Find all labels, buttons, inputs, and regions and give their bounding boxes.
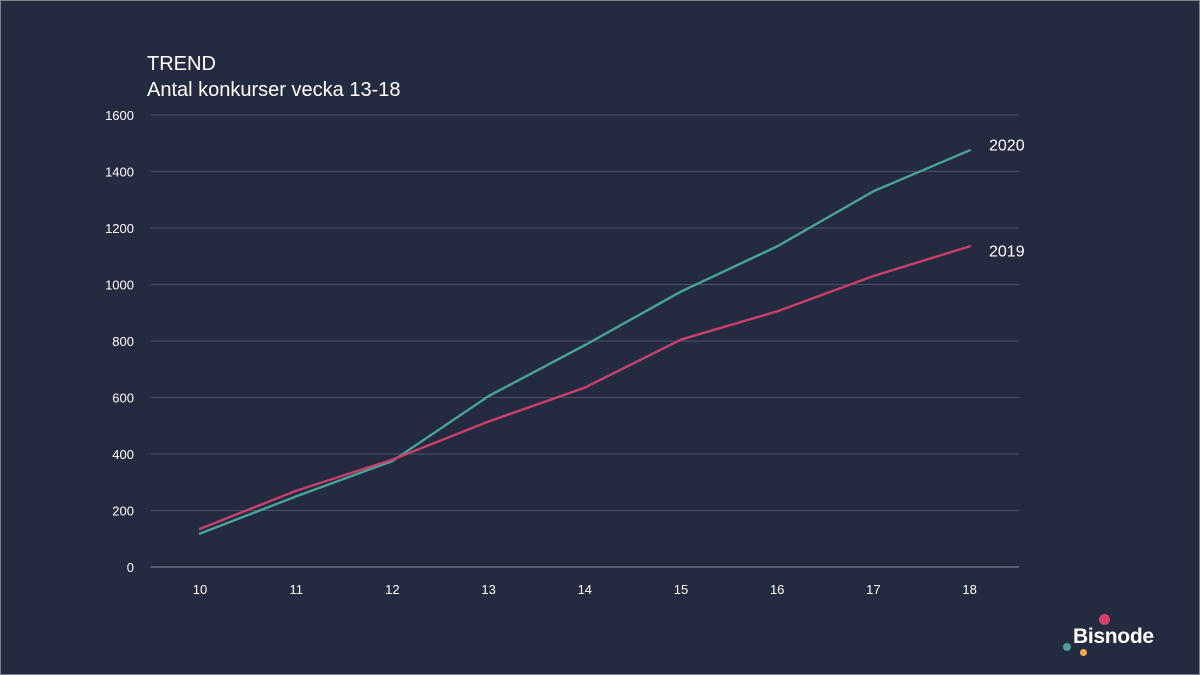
data-point-2020 — [487, 394, 490, 398]
data-point-2020 — [776, 245, 779, 248]
x-tick-label: 16 — [770, 582, 784, 597]
title-line-2: Antal konkurser vecka 13-18 — [147, 79, 401, 101]
data-point-2019 — [391, 458, 394, 461]
data-point-2020 — [583, 344, 586, 347]
logo-dot-orange — [1080, 649, 1087, 656]
bisnode-logo: Bisnode — [1059, 609, 1179, 659]
series-label-2019: 2019 — [989, 243, 1025, 260]
x-tick-label: 15 — [674, 582, 688, 597]
y-tick-label: 200 — [112, 504, 134, 519]
y-tick-label: 0 — [127, 560, 134, 575]
data-point-2019 — [487, 420, 490, 423]
series-label-2020: 2020 — [989, 137, 1025, 154]
data-point-2019 — [776, 310, 779, 313]
x-tick-label: 18 — [962, 582, 976, 597]
y-tick-label: 1200 — [105, 221, 134, 236]
logo-text: Bisnode — [1073, 625, 1154, 648]
x-tick-label: 17 — [866, 582, 880, 597]
y-tick-label: 400 — [112, 447, 134, 462]
y-tick-label: 1600 — [105, 108, 134, 123]
x-tick-label: 11 — [289, 582, 303, 597]
y-tick-label: 1000 — [105, 278, 134, 293]
chart-title: TREND Antal konkurser vecka 13-18 — [147, 51, 400, 103]
logo-dot-red — [1099, 614, 1110, 625]
data-point-2020 — [198, 532, 202, 535]
x-tick-label: 10 — [193, 582, 207, 597]
data-point-2020 — [679, 290, 683, 293]
title-line-1: TREND — [147, 53, 216, 75]
y-tick-label: 800 — [112, 334, 134, 349]
data-point-2019 — [968, 245, 971, 248]
y-tick-label: 1400 — [105, 165, 134, 180]
x-tick-label: 13 — [481, 582, 495, 597]
data-point-2020 — [295, 495, 298, 498]
data-point-2020 — [872, 190, 875, 193]
data-point-2019 — [198, 527, 202, 531]
y-tick-label: 600 — [112, 391, 134, 406]
data-point-2020 — [968, 149, 971, 152]
logo-dot-green — [1063, 643, 1071, 651]
data-point-2019 — [679, 338, 683, 341]
x-tick-label: 12 — [385, 582, 399, 597]
data-point-2019 — [295, 489, 298, 492]
data-point-2019 — [872, 274, 875, 278]
data-point-2019 — [583, 386, 586, 389]
x-tick-label: 14 — [578, 582, 592, 597]
series-line-2020 — [198, 149, 971, 535]
